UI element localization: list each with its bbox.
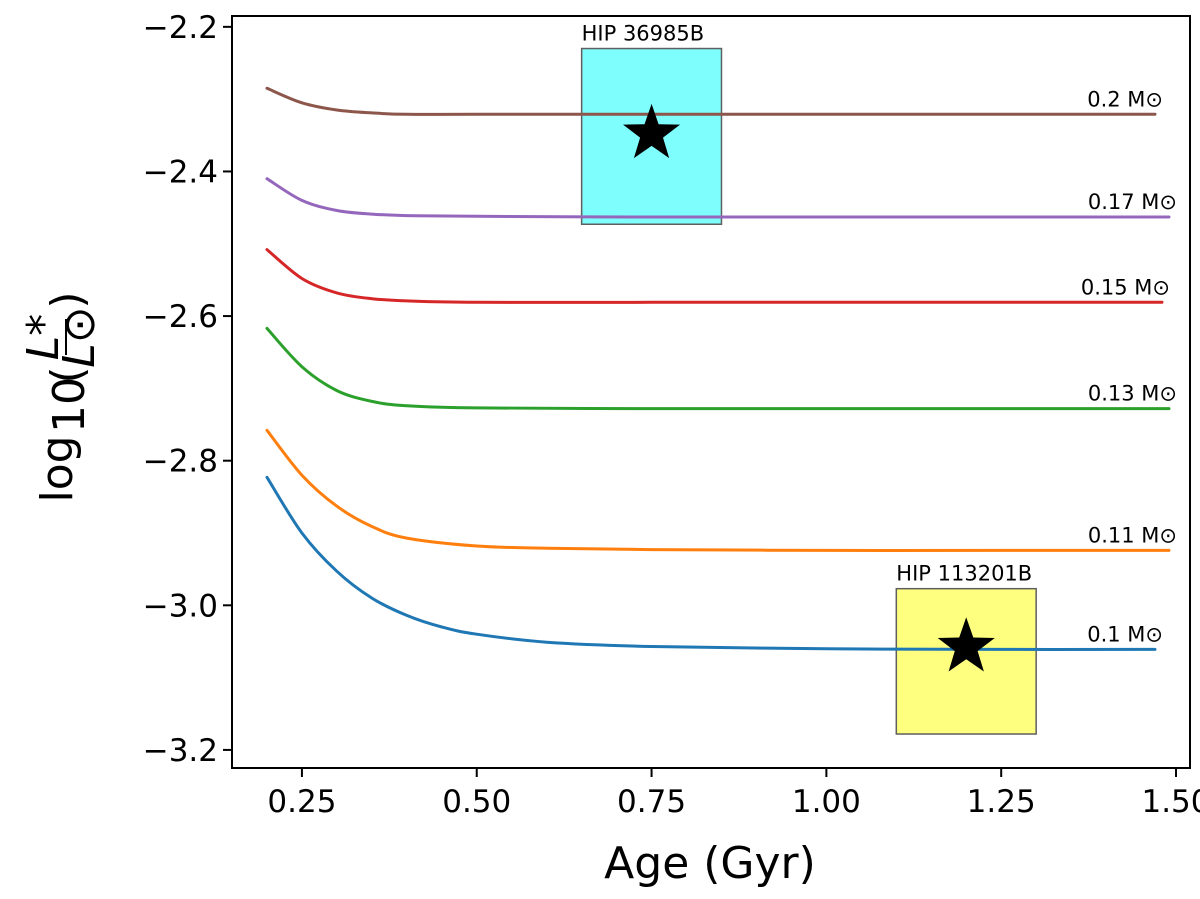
y-axis-title: log 10 ( L* L⊙ ) (18, 291, 105, 502)
series-line-1 (265, 177, 1171, 219)
axes: 0.25 0.50 0.75 1.00 1.25 1.50 −2.2 −2.4 −2.6 −2.8… (143, 10, 1200, 820)
y-tick-label-4: −3.0 (143, 588, 218, 624)
series-line-5 (265, 475, 1157, 651)
series-line-3 (265, 326, 1171, 411)
y-axis-title-numerator: L* (18, 314, 69, 361)
x-tick-label-3: 1.00 (792, 784, 861, 820)
series-label-2: 0.15 M⊙ (1081, 275, 1170, 299)
y-axis-title-right-paren: ) (42, 291, 93, 308)
x-tick-label-0: 0.25 (267, 784, 336, 820)
x-tick-label-5: 1.50 (1141, 784, 1200, 820)
series-label-1: 0.17 M⊙ (1088, 190, 1177, 214)
x-tick-label-1: 0.50 (442, 784, 511, 820)
series-line-0 (265, 86, 1157, 116)
annotation-label-0: HIP 36985B (582, 22, 705, 46)
plot-frame (231, 15, 1191, 769)
series-label-5: 0.1 M⊙ (1087, 622, 1163, 646)
y-tick-label-3: −2.8 (143, 444, 218, 480)
y-axis-title-subscript: 10 (44, 377, 95, 433)
star-marker-1 (937, 617, 995, 672)
x-tick-label-2: 0.75 (617, 784, 686, 820)
series-label-0: 0.2 M⊙ (1087, 87, 1163, 111)
y-axis-title-log: log (32, 435, 83, 502)
y-axis-title-denominator: L⊙ (54, 306, 105, 367)
y-tick-label-0: −2.2 (143, 10, 218, 46)
series-line-2 (265, 248, 1164, 304)
series-label-4: 0.11 M⊙ (1088, 523, 1177, 547)
series-line-4 (265, 428, 1171, 552)
star-marker-0 (623, 103, 681, 159)
annotation-label-1: HIP 113201B (896, 562, 1032, 586)
plot-area: HIP 36985B HIP 113201B 0.2 M⊙ 0.17 M⊙ 0.15 M… (265, 22, 1177, 735)
y-axis-title-left-paren: ( (42, 366, 93, 383)
series-label-3: 0.13 M⊙ (1088, 382, 1177, 406)
x-axis-title: Age (Gyr) (604, 838, 816, 889)
annotation-box-1 (895, 587, 1037, 735)
y-tick-label-2: −2.6 (143, 299, 218, 335)
y-tick-label-5: −3.2 (143, 733, 218, 769)
x-tick-label-4: 1.25 (967, 784, 1036, 820)
y-tick-label-1: −2.4 (143, 154, 218, 190)
